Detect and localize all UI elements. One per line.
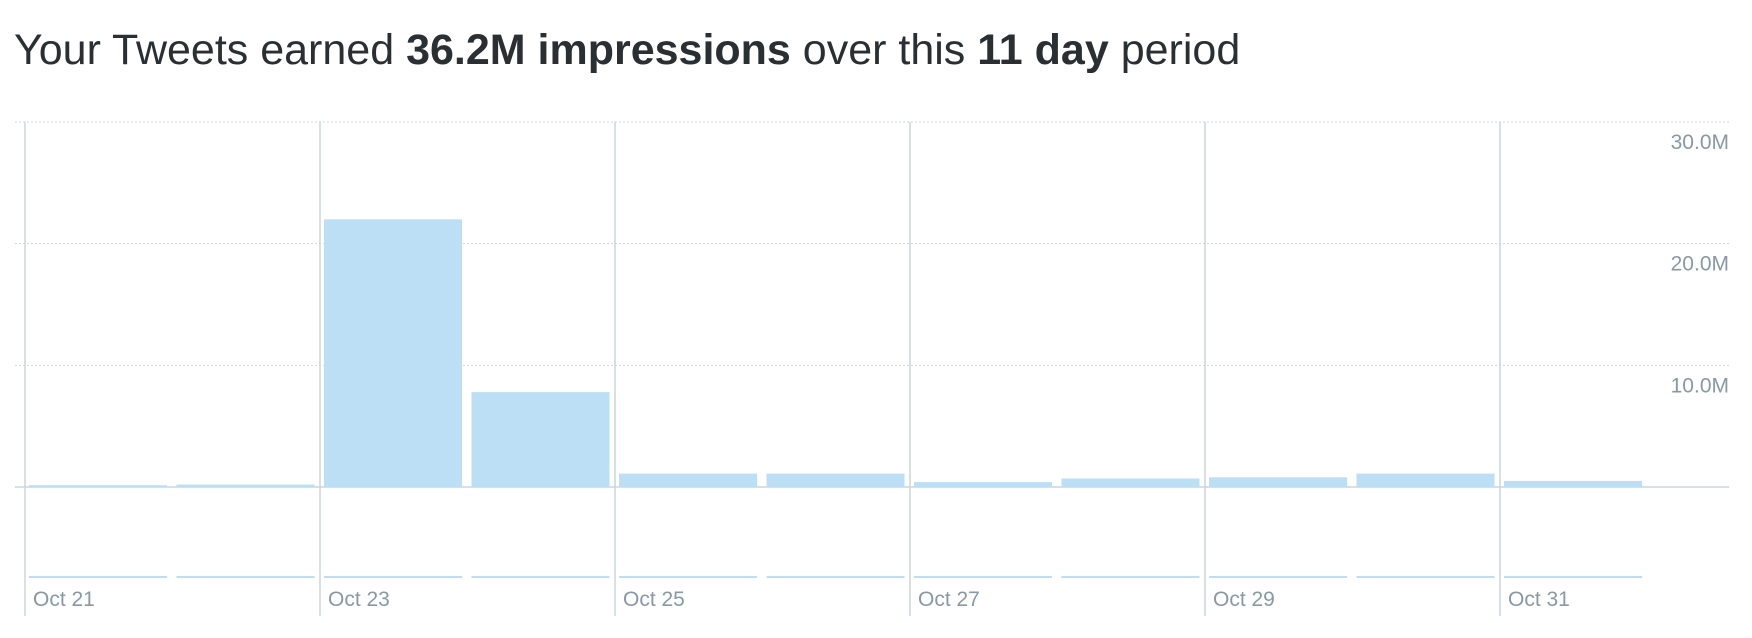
title-text: period (1108, 26, 1241, 74)
x-tick-label: Oct 29 (1213, 588, 1275, 611)
x-tick-label: Oct 27 (918, 588, 980, 611)
bar (324, 219, 462, 488)
y-tick-label: 30.0M (1671, 131, 1729, 154)
x-tick-label: Oct 21 (33, 588, 95, 611)
bar (29, 485, 167, 487)
bar (1504, 480, 1642, 487)
y-tick-label: 20.0M (1671, 253, 1729, 276)
title-text: Your Tweets earned (14, 26, 407, 74)
bar (914, 482, 1052, 487)
bar (1061, 478, 1200, 487)
bar (176, 484, 315, 487)
bar (471, 392, 610, 487)
bar (1209, 477, 1347, 487)
bar (619, 473, 757, 487)
chart-title: Your Tweets earned 36.2M impressions ove… (14, 26, 1240, 75)
title-text: 36.2M impressions (406, 26, 791, 74)
y-tick-label: 10.0M (1671, 374, 1729, 397)
x-tick-label: Oct 31 (1508, 588, 1570, 611)
title-text: 11 day (977, 26, 1109, 74)
x-tick-label: Oct 25 (623, 588, 685, 611)
title-text: over this (790, 26, 978, 74)
bar (766, 473, 905, 487)
x-tick-label: Oct 23 (328, 588, 390, 611)
bar (1356, 473, 1495, 487)
